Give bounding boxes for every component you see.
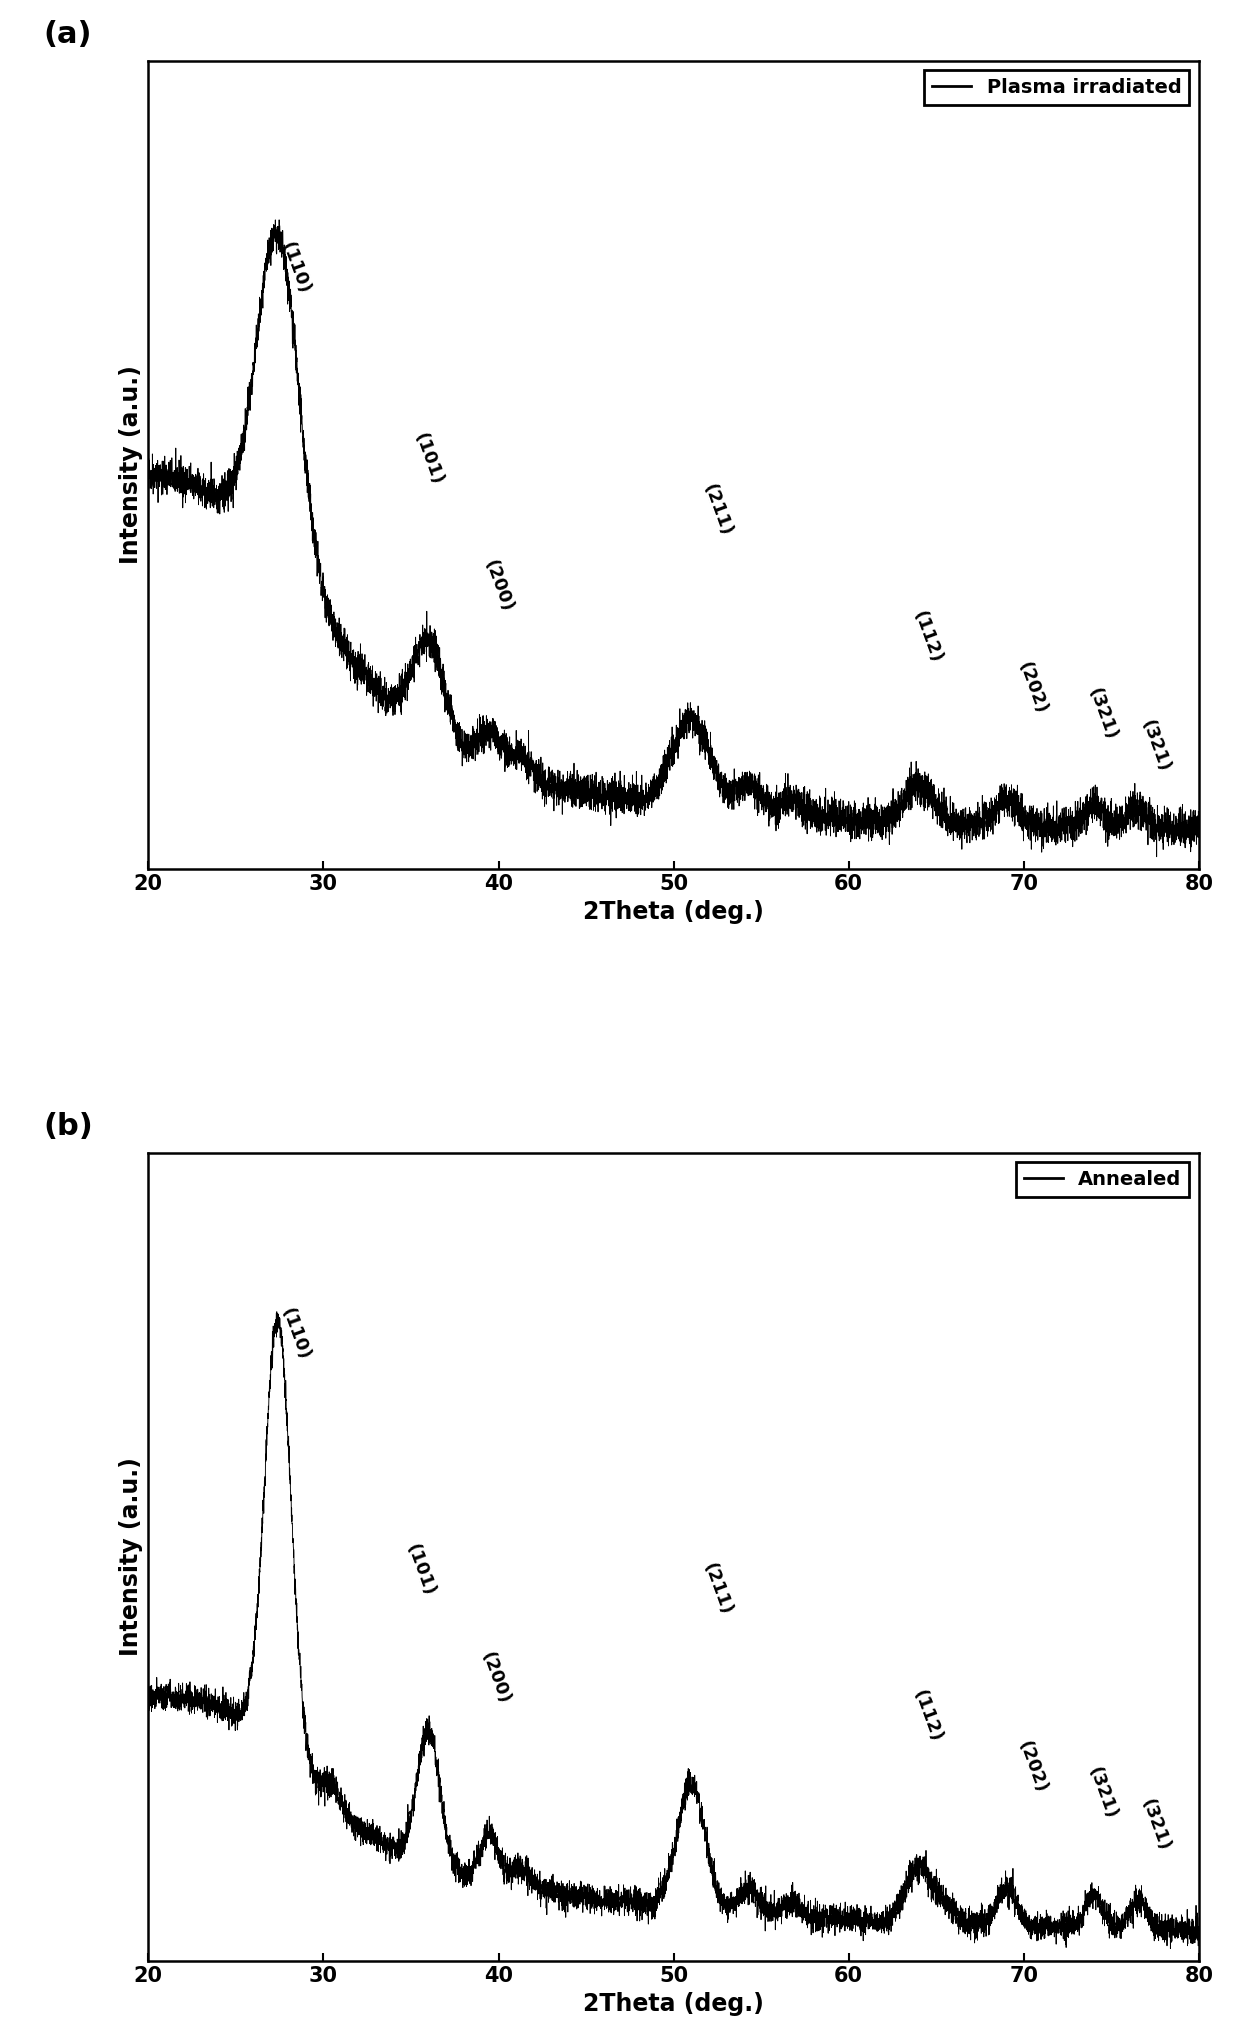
Text: (202): (202) (1015, 1739, 1051, 1796)
Legend: Annealed: Annealed (1016, 1163, 1189, 1197)
Legend: Plasma irradiated: Plasma irradiated (925, 71, 1189, 105)
Text: (101): (101) (402, 1541, 438, 1597)
Text: (211): (211) (700, 1561, 735, 1618)
Text: (200): (200) (481, 558, 517, 615)
Text: (110): (110) (278, 239, 313, 297)
Y-axis label: Intensity (a.u.): Intensity (a.u.) (119, 366, 143, 564)
X-axis label: 2Theta (deg.): 2Theta (deg.) (583, 900, 764, 924)
Text: (321): (321) (1137, 718, 1173, 774)
Text: (110): (110) (278, 1306, 313, 1363)
Text: (101): (101) (410, 431, 446, 487)
Y-axis label: Intensity (a.u.): Intensity (a.u.) (119, 1458, 143, 1656)
Text: (a): (a) (43, 20, 91, 49)
Text: (202): (202) (1015, 659, 1051, 716)
Text: (321): (321) (1085, 1765, 1121, 1822)
Text: (321): (321) (1085, 685, 1121, 742)
Text: (321): (321) (1137, 1796, 1173, 1852)
Text: (b): (b) (43, 1112, 93, 1140)
Text: (200): (200) (477, 1650, 513, 1707)
X-axis label: 2Theta (deg.): 2Theta (deg.) (583, 1992, 764, 2016)
Text: (112): (112) (910, 609, 946, 665)
Text: (112): (112) (910, 1688, 946, 1745)
Text: (211): (211) (700, 481, 735, 538)
